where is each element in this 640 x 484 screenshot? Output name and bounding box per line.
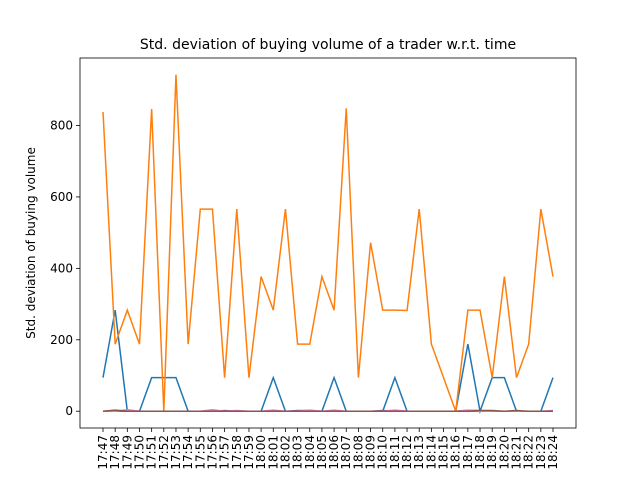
x-tick-label: 17:55 xyxy=(193,435,207,470)
x-tick-label: 18:19 xyxy=(485,435,499,470)
x-tick-label: 18:24 xyxy=(546,435,560,470)
x-tick-label: 17:51 xyxy=(145,435,159,470)
x-tick-label: 17:52 xyxy=(157,435,171,470)
x-tick-label: 18:23 xyxy=(534,435,548,470)
x-tick-label: 17:48 xyxy=(108,435,122,470)
x-tick-label: 18:20 xyxy=(497,435,511,470)
x-tick-label: 17:47 xyxy=(96,435,110,470)
y-tick-label: 400 xyxy=(50,261,73,275)
x-tick-label: 17:49 xyxy=(120,435,134,470)
plot-frame xyxy=(79,57,577,429)
x-tick-label: 18:13 xyxy=(412,435,426,470)
x-tick-label: 18:18 xyxy=(473,435,487,470)
x-tick-label: 17:59 xyxy=(242,435,256,470)
x-tick-label: 18:14 xyxy=(424,435,438,470)
line-series xyxy=(102,409,553,412)
x-tick-label: 18:12 xyxy=(400,435,414,470)
chart-title: Std. deviation of buying volume of a tra… xyxy=(140,37,516,53)
y-tick-label: 200 xyxy=(50,333,73,347)
x-tick-label: 17:54 xyxy=(181,435,195,470)
x-tick-label: 18:09 xyxy=(364,435,378,470)
x-tick-label: 17:57 xyxy=(218,435,232,470)
x-tick-label: 18:11 xyxy=(388,435,402,470)
y-axis-label: Std. deviation of buying volume xyxy=(24,147,38,339)
x-tick-label: 18:21 xyxy=(510,435,524,470)
line-series xyxy=(102,310,554,415)
x-tick-label: 17:58 xyxy=(230,435,244,470)
x-tick-label: 18:03 xyxy=(291,435,305,470)
x-tick-label: 18:05 xyxy=(315,435,329,470)
x-tick-label: 18:16 xyxy=(449,435,463,470)
x-tick-label: 17:50 xyxy=(132,435,146,470)
x-tick-label: 17:56 xyxy=(205,435,219,470)
x-tick-label: 18:04 xyxy=(303,435,317,470)
y-tick-label: 800 xyxy=(50,119,73,133)
y-tick-label: 0 xyxy=(65,404,73,418)
x-tick-label: 18:07 xyxy=(339,435,353,470)
x-tick-label: 18:02 xyxy=(278,435,292,470)
x-tick-label: 18:08 xyxy=(351,435,365,470)
x-tick-label: 18:00 xyxy=(254,435,268,470)
x-tick-label: 18:17 xyxy=(461,435,475,470)
x-tick-label: 18:22 xyxy=(522,435,536,470)
line-series xyxy=(102,74,554,412)
y-tick-label: 600 xyxy=(50,190,73,204)
x-tick-label: 18:06 xyxy=(327,435,341,470)
x-tick-label: 18:10 xyxy=(376,435,390,470)
x-tick-label: 17:53 xyxy=(169,435,183,470)
x-tick-label: 18:15 xyxy=(437,435,451,470)
x-tick-label: 18:01 xyxy=(266,435,280,470)
